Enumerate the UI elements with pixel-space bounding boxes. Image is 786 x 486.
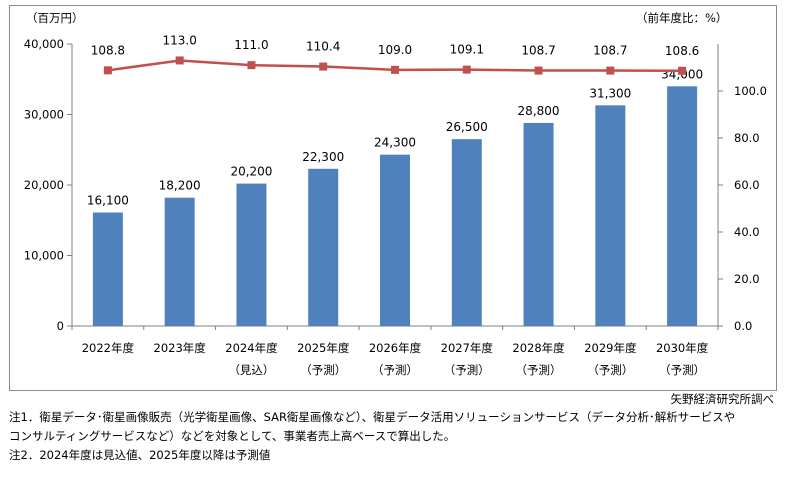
- growth-rate-label: 109.0: [378, 43, 412, 57]
- category-label: 2028年度: [512, 341, 565, 355]
- growth-rate-label: 108.7: [593, 44, 627, 58]
- category-sublabel: （予測）: [444, 363, 490, 377]
- bar-value-label: 20,200: [230, 165, 272, 179]
- growth-rate-marker: [606, 66, 615, 75]
- category-sublabel: （予測）: [659, 363, 705, 377]
- left-tick-label: 30,000: [24, 108, 64, 122]
- left-tick-label: 0: [57, 319, 64, 333]
- growth-rate-marker: [319, 62, 328, 71]
- bar-value-label: 18,200: [159, 179, 201, 193]
- growth-rate-marker: [391, 65, 399, 74]
- category-label: 2022年度: [82, 341, 135, 355]
- left-tick-label: 10,000: [24, 249, 64, 263]
- category-sublabel: （予測）: [516, 363, 562, 377]
- growth-rate-label: 110.4: [306, 40, 340, 54]
- bar: [92, 212, 123, 326]
- bar-value-label: 26,500: [446, 120, 488, 134]
- left-unit-label: （百万円）: [26, 11, 84, 25]
- bar: [308, 168, 339, 326]
- bar-value-label: 22,300: [302, 150, 344, 164]
- bar-value-label: 28,800: [518, 104, 560, 118]
- bar: [667, 86, 698, 326]
- category-label: 2029年度: [584, 341, 637, 355]
- right-unit-label: （前年度比：%）: [636, 11, 727, 25]
- growth-rate-label: 108.7: [521, 44, 555, 58]
- note-1-continued: コンサルティングサービスなど）などを対象として、事業者売上高ベースで算出した。: [9, 429, 456, 443]
- bar: [164, 197, 195, 326]
- bar-value-label: 16,100: [87, 193, 129, 207]
- note-1: 注1．衛星データ･衛星画像販売（光学衛星画像、SAR衛星画像など）、衛星データ活…: [9, 410, 736, 424]
- growth-rate-label: 109.1: [450, 43, 484, 57]
- growth-rate-label: 113.0: [162, 33, 196, 47]
- right-tick-label: 0.0: [734, 319, 752, 333]
- growth-rate-label: 108.6: [665, 44, 699, 58]
- category-label: 2030年度: [656, 341, 709, 355]
- source-credit: 矢野経済研究所調べ: [670, 392, 775, 406]
- note-2: 注2．2024年度は見込値、2025年度以降は予測値: [9, 448, 271, 462]
- right-tick-label: 80.0: [734, 131, 760, 145]
- growth-rate-marker: [678, 66, 687, 75]
- right-tick-label: 100.0: [734, 84, 767, 98]
- left-tick-label: 40,000: [24, 37, 64, 51]
- bar: [236, 183, 267, 326]
- growth-rate-marker: [175, 56, 184, 65]
- category-label: 2025年度: [297, 341, 350, 355]
- right-tick-label: 20.0: [734, 272, 760, 286]
- category-label: 2026年度: [369, 341, 422, 355]
- bar: [380, 154, 410, 326]
- growth-rate-marker: [247, 61, 256, 70]
- category-label: 2023年度: [154, 341, 207, 355]
- bar-line-chart: 0 10,000 20,000 30,000 40,000 0.0 20.0 40.0 60.0…: [24, 11, 767, 377]
- bar-value-label: 31,300: [589, 86, 631, 100]
- category-label: 2024年度: [225, 341, 278, 355]
- growth-rate-marker: [462, 65, 471, 74]
- bar: [451, 139, 482, 326]
- category-sublabel: （予測）: [372, 363, 418, 377]
- right-tick-label: 60.0: [734, 178, 760, 192]
- bar: [523, 122, 554, 327]
- category-sublabel: （見込）: [228, 363, 274, 377]
- right-tick-label: 40.0: [734, 225, 760, 239]
- chart-frame: [9, 5, 777, 391]
- category-sublabel: （予測）: [587, 363, 633, 377]
- category-label: 2027年度: [441, 341, 494, 355]
- bar: [595, 105, 626, 327]
- growth-rate-marker: [103, 66, 112, 75]
- growth-rate-label: 108.8: [91, 43, 125, 57]
- notes: 注1．衛星データ･衛星画像販売（光学衛星画像、SAR衛星画像など）、衛星データ活…: [9, 408, 779, 465]
- left-tick-label: 20,000: [24, 178, 64, 192]
- category-sublabel: （予測）: [300, 363, 346, 377]
- growth-rate-marker: [534, 66, 543, 75]
- bar-value-label: 24,300: [374, 136, 416, 150]
- growth-rate-label: 111.0: [234, 38, 268, 52]
